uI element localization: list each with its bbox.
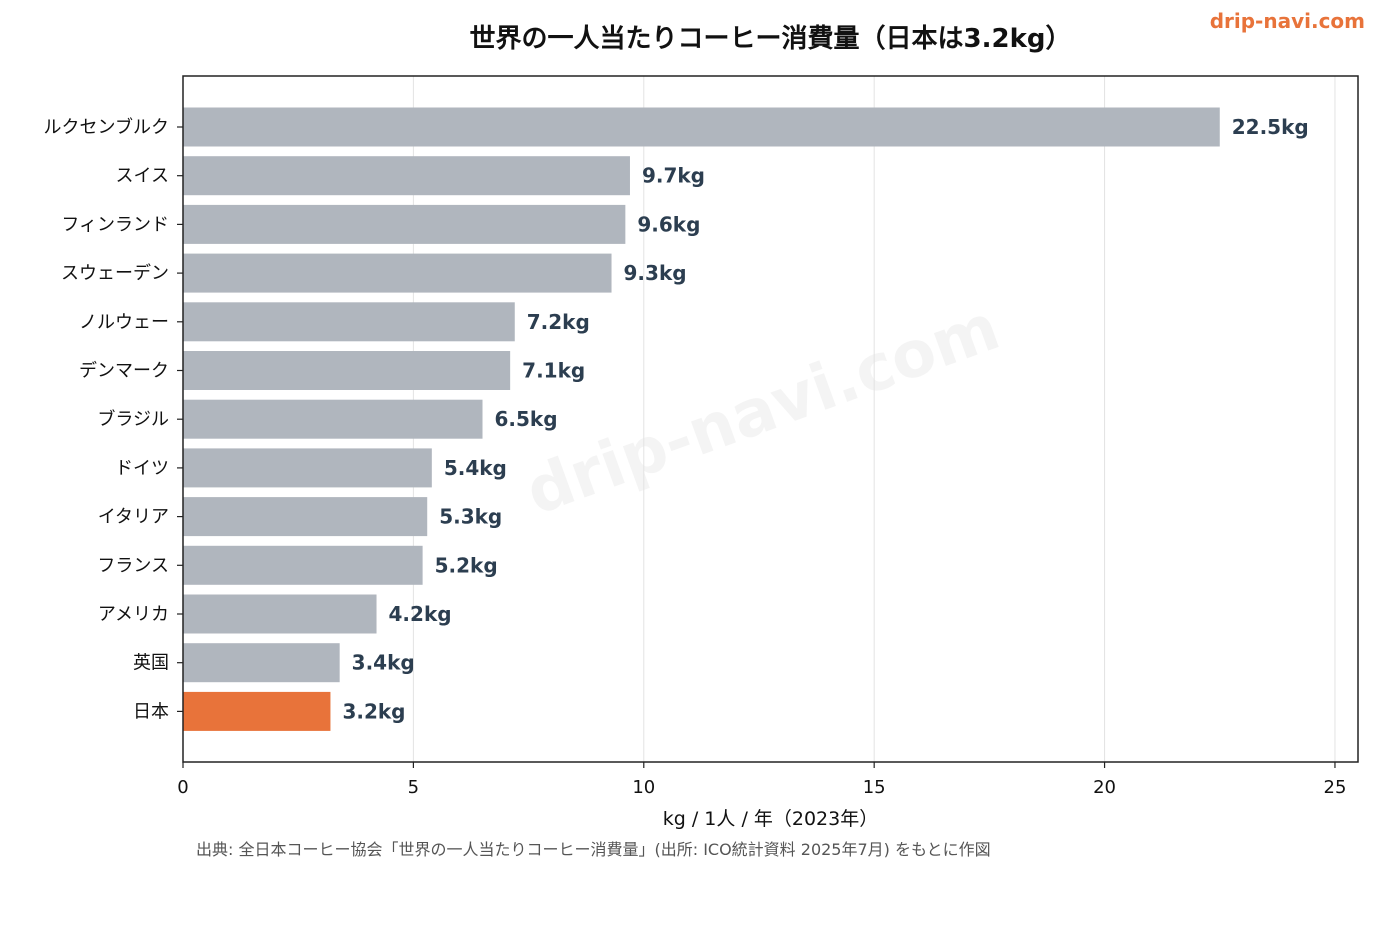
data-label: 6.5kg (495, 407, 558, 431)
brand-label: drip-navi.com (1209, 9, 1365, 33)
bar (183, 156, 630, 196)
bar (183, 594, 377, 634)
y-tick-label: ブラジル (97, 408, 169, 430)
x-tick-label: 15 (863, 777, 886, 798)
bar (183, 302, 515, 342)
y-tick-label: フランス (97, 555, 169, 576)
bar (183, 643, 340, 683)
y-tick-label: イタリア (98, 507, 169, 528)
x-tick-label: 20 (1093, 777, 1116, 798)
y-tick-label: フィンランド (61, 214, 169, 235)
bars: 22.5kg 9.7kg 9.6kg 9.3kg 7.2kg 7.1kg 6.5kg 5.4k… (183, 107, 1309, 731)
data-label: 5.3kg (439, 505, 502, 529)
data-label: 5.4kg (444, 456, 507, 480)
data-label: 22.5kg (1232, 115, 1309, 139)
x-axis-label: kg / 1人 / 年（2023年） (662, 808, 879, 830)
data-label: 9.6kg (637, 212, 700, 236)
data-label: 4.2kg (389, 602, 452, 626)
x-tick-label: 25 (1324, 777, 1347, 798)
bar (183, 253, 612, 293)
bar (183, 448, 432, 488)
y-tick-label: 日本 (133, 701, 169, 722)
bar (183, 545, 423, 585)
bar (183, 399, 483, 439)
watermark: drip-navi.com (517, 291, 1009, 531)
source-note: 出典: 全日本コーヒー協会「世界の一人当たりコーヒー消費量」(出所: ICO統計… (196, 840, 991, 859)
x-tick-label: 0 (177, 777, 188, 798)
data-label: 7.1kg (522, 359, 585, 383)
data-label: 7.2kg (527, 310, 590, 334)
data-label: 9.7kg (642, 164, 705, 188)
bar (183, 497, 428, 537)
y-tick-label: ドイツ (115, 458, 169, 479)
data-label: 9.3kg (624, 261, 687, 285)
x-tick-label: 5 (408, 777, 419, 798)
bar (183, 204, 626, 244)
data-label: 3.2kg (342, 699, 405, 723)
y-tick-label: スイス (116, 166, 169, 187)
bar (183, 107, 1220, 147)
y-tick-label: ルクセンブルク (44, 116, 169, 138)
y-tick-label: スウェーデン (61, 263, 169, 284)
chart-title: 世界の一人当たりコーヒー消費量（日本は3.2kg） (469, 24, 1072, 54)
x-tick-label: 10 (632, 777, 655, 798)
data-label: 3.4kg (352, 651, 415, 675)
bar-highlight (183, 691, 331, 731)
y-tick-label: 英国 (133, 653, 169, 674)
bar-chart: drip-navi.com 22.5kg 9.7kg 9.6kg 9.3kg 7.2kg… (44, 75, 1359, 798)
axes: 0 5 10 15 20 25 ルクセンブルクスイスフィンランドスウェーデンノルウェーデンマ… (44, 116, 1347, 798)
y-tick-label: アメリカ (98, 604, 169, 625)
y-tick-label: デンマーク (79, 361, 169, 382)
data-label: 5.2kg (435, 553, 498, 577)
bar (183, 351, 511, 390)
y-tick-label: ノルウェー (79, 312, 169, 333)
